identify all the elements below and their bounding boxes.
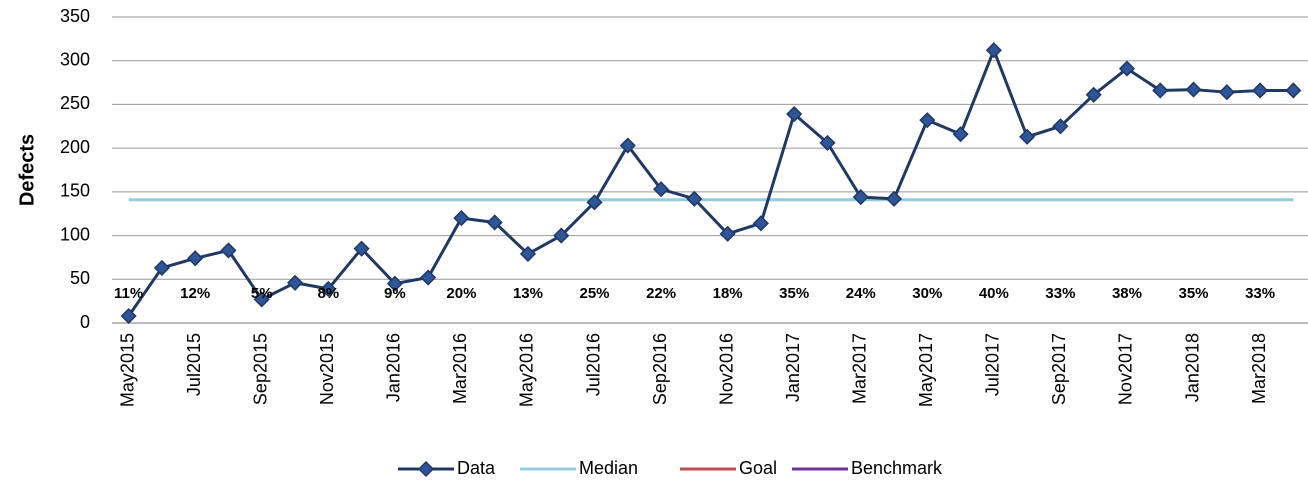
data-point: [320, 280, 337, 297]
x-tick-label: Jan2018: [1182, 333, 1202, 402]
legend-label: Goal: [739, 458, 777, 478]
legend-label: Data: [457, 458, 496, 478]
y-tick-label: 200: [60, 137, 90, 157]
data-point: [1052, 118, 1069, 135]
data-point: [353, 240, 370, 257]
x-tick-label: Nov2015: [317, 333, 337, 405]
percent-label: 35%: [779, 285, 809, 302]
x-tick-label: Jul2015: [184, 333, 204, 396]
data-point: [1019, 128, 1036, 145]
percent-label: 24%: [846, 285, 876, 302]
x-tick-label: Nov2016: [716, 333, 736, 405]
data-point: [619, 137, 636, 154]
data-point: [1118, 60, 1136, 77]
data-point: [120, 307, 137, 325]
data-point: [253, 291, 270, 308]
data-point: [686, 190, 703, 207]
percent-label: 20%: [446, 285, 476, 302]
x-tick-label: Mar2016: [450, 333, 470, 404]
y-tick-label: 100: [60, 224, 90, 244]
percent-label: 8%: [317, 285, 339, 302]
data-point: [786, 105, 803, 123]
x-tick-label: Jul2016: [583, 333, 603, 396]
percent-label: 30%: [912, 285, 942, 302]
percent-label: 40%: [979, 285, 1009, 302]
data-point: [719, 225, 736, 242]
data-point: [1218, 84, 1235, 101]
data-point: [985, 42, 1002, 59]
data-point: [220, 242, 237, 259]
percent-label: 33%: [1245, 285, 1275, 302]
x-tick-label: May2017: [916, 333, 936, 407]
data-point: [1252, 82, 1269, 99]
percent-label: 35%: [1179, 285, 1209, 302]
x-tick-label: Sep2017: [1049, 333, 1069, 405]
y-axis-label: Defects: [16, 134, 38, 206]
data-point: [752, 215, 769, 232]
percent-label: 12%: [180, 285, 210, 302]
data-point: [1085, 86, 1102, 103]
percent-label: 22%: [646, 285, 676, 302]
x-tick-label: Nov2017: [1116, 333, 1136, 405]
data-point: [553, 227, 570, 244]
y-tick-label: 300: [60, 49, 90, 69]
percent-label: 11%: [114, 285, 143, 302]
data-point: [386, 275, 403, 292]
y-tick-label: 250: [60, 93, 90, 113]
data-point: [952, 126, 969, 143]
x-tick-label: Jan2017: [783, 333, 803, 402]
legend-label: Median: [579, 458, 638, 478]
percent-label: 13%: [513, 285, 543, 302]
data-point: [586, 194, 603, 211]
data-point: [519, 245, 537, 262]
data-point: [486, 214, 503, 231]
percent-label: 9%: [384, 285, 406, 302]
y-tick-label: 350: [60, 6, 90, 26]
percent-label: 25%: [580, 285, 610, 302]
data-point: [1185, 81, 1202, 98]
percent-label: 18%: [713, 285, 743, 302]
data-point: [187, 250, 204, 267]
percent-label: 33%: [1045, 285, 1075, 302]
percent-label: 38%: [1112, 285, 1142, 302]
data-point: [153, 259, 170, 276]
x-tick-label: Mar2018: [1249, 333, 1269, 404]
data-point: [420, 269, 437, 286]
x-tick-label: Mar2017: [850, 333, 870, 404]
x-tick-label: Sep2015: [251, 333, 271, 405]
x-tick-label: May2015: [117, 333, 137, 407]
y-tick-label: 50: [70, 268, 90, 288]
legend-marker: [417, 460, 435, 478]
percent-label: 5%: [251, 285, 273, 302]
y-tick-label: 0: [80, 312, 90, 332]
data-point: [1152, 82, 1169, 99]
legend-label: Benchmark: [851, 458, 943, 478]
y-tick-label: 150: [60, 181, 90, 201]
data-point: [286, 274, 304, 291]
data-point: [653, 181, 670, 198]
x-tick-label: Sep2016: [650, 333, 670, 405]
data-point: [885, 190, 903, 207]
x-tick-label: May2016: [517, 333, 537, 407]
data-point: [919, 112, 936, 129]
data-point: [453, 210, 470, 227]
data-point: [852, 189, 869, 206]
x-tick-label: Jan2016: [384, 333, 404, 402]
data-point: [1285, 82, 1302, 99]
x-tick-label: Jul2017: [983, 333, 1003, 396]
series-line: [127, 48, 1294, 317]
data-point: [819, 134, 836, 151]
